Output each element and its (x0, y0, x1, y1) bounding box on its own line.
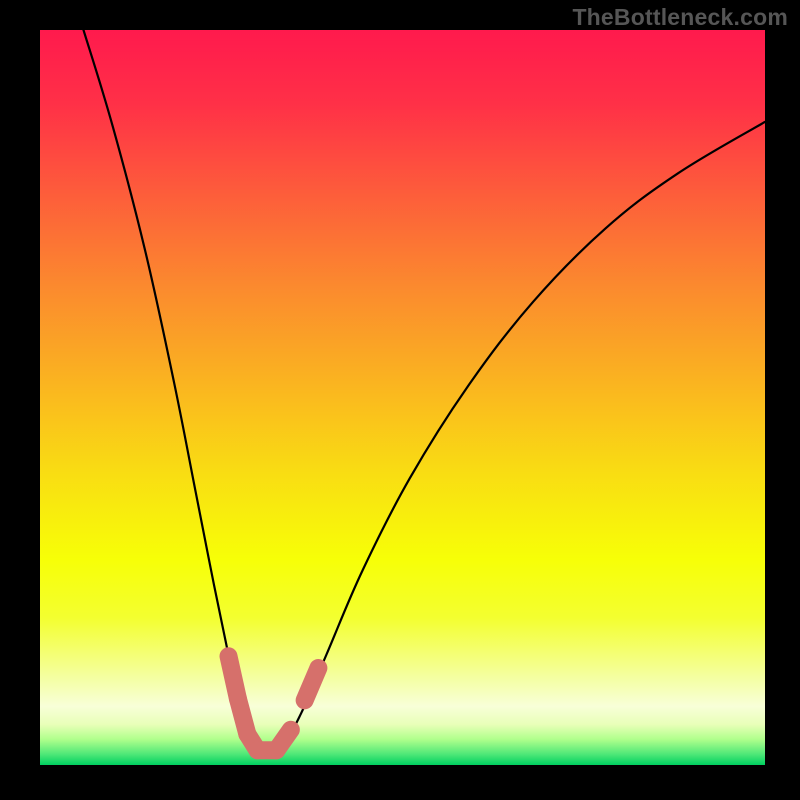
highlight-segment (276, 730, 291, 751)
highlight-segment (305, 668, 319, 700)
bottleneck-chart (40, 30, 765, 765)
gradient-background (40, 30, 765, 765)
watermark-text: TheBottleneck.com (572, 4, 788, 31)
